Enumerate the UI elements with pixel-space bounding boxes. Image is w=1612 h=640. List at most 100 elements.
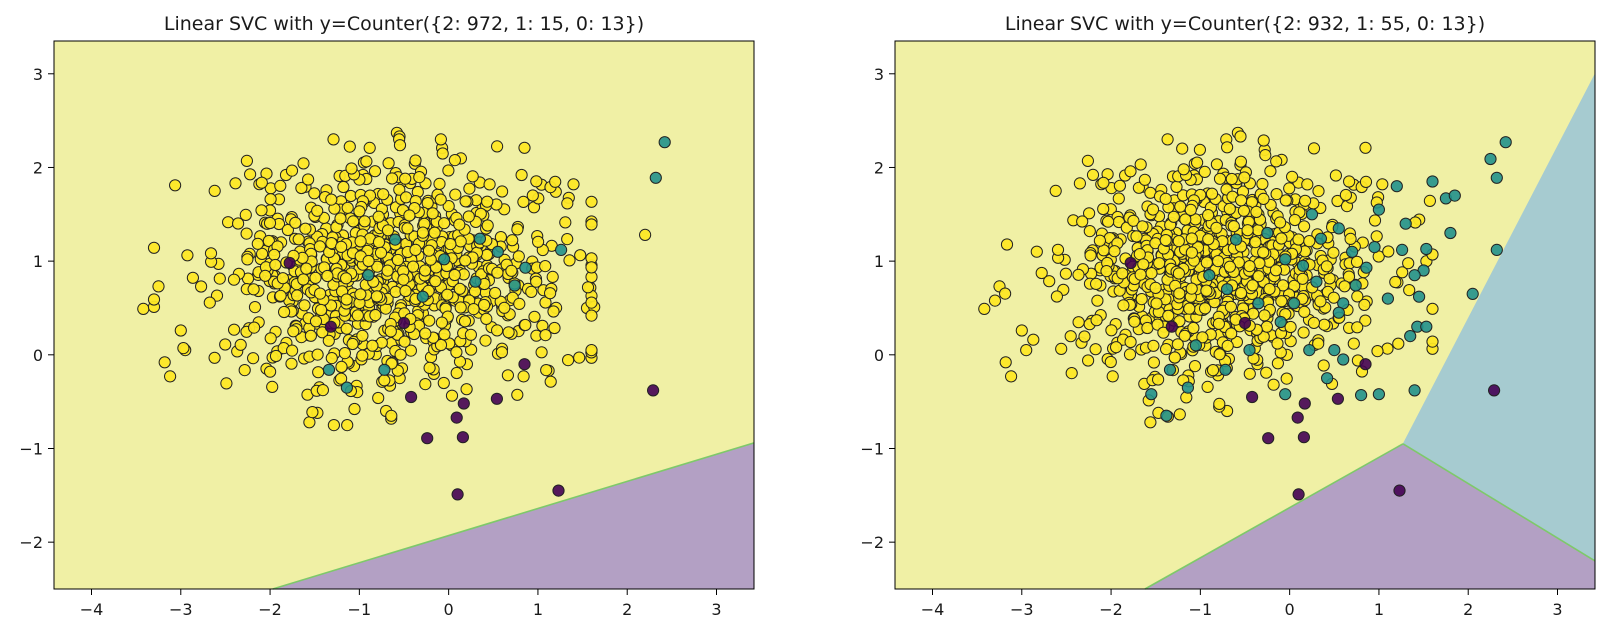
point-class-2 xyxy=(497,186,508,197)
point-class-2 xyxy=(1236,195,1247,206)
point-class-2 xyxy=(460,255,471,266)
point-class-2 xyxy=(256,205,267,216)
point-class-2 xyxy=(275,180,286,191)
point-class-2 xyxy=(1163,310,1174,321)
point-class-2 xyxy=(1244,368,1255,379)
point-class-2 xyxy=(1091,315,1102,326)
point-class-2 xyxy=(248,353,259,364)
point-class-2 xyxy=(1308,317,1319,328)
point-class-2 xyxy=(1186,283,1197,294)
x-tick-label: −3 xyxy=(1010,600,1034,619)
y-tick-label: 1 xyxy=(874,252,884,271)
point-class-1 xyxy=(556,244,567,255)
point-class-2 xyxy=(1271,156,1282,167)
point-class-2 xyxy=(286,358,297,369)
point-class-1 xyxy=(1244,345,1255,356)
point-class-2 xyxy=(370,310,381,321)
point-class-2 xyxy=(1185,204,1196,215)
point-class-2 xyxy=(568,179,579,190)
point-class-2 xyxy=(1052,244,1063,255)
point-class-2 xyxy=(1242,225,1253,236)
point-class-2 xyxy=(1224,203,1235,214)
point-class-2 xyxy=(359,216,370,227)
point-class-2 xyxy=(1138,259,1149,270)
x-tick-label: 3 xyxy=(1552,600,1562,619)
point-class-2 xyxy=(430,276,441,287)
point-class-2 xyxy=(1339,281,1350,292)
point-class-2 xyxy=(1377,179,1388,190)
point-class-2 xyxy=(424,362,435,373)
point-class-1 xyxy=(1311,276,1322,287)
point-class-2 xyxy=(449,269,460,280)
point-class-2 xyxy=(1137,221,1148,232)
point-class-2 xyxy=(586,219,597,230)
point-class-2 xyxy=(1258,135,1269,146)
point-class-2 xyxy=(586,196,597,207)
point-class-2 xyxy=(467,171,478,182)
x-tick-label: 2 xyxy=(622,600,632,619)
point-class-2 xyxy=(382,265,393,276)
point-class-2 xyxy=(328,420,339,431)
point-class-2 xyxy=(148,242,159,253)
point-class-2 xyxy=(270,350,281,361)
point-class-2 xyxy=(1265,166,1276,177)
point-class-2 xyxy=(1404,285,1415,296)
point-class-2 xyxy=(375,247,386,258)
point-class-2 xyxy=(373,211,384,222)
point-class-2 xyxy=(170,180,181,191)
point-class-1 xyxy=(1361,262,1372,273)
point-class-2 xyxy=(316,304,327,315)
point-class-2 xyxy=(438,377,449,388)
point-class-2 xyxy=(460,196,471,207)
point-class-2 xyxy=(187,272,198,283)
point-class-2 xyxy=(420,265,431,276)
point-class-2 xyxy=(979,303,990,314)
y-tick-label: 0 xyxy=(874,346,884,365)
x-tick-label: 0 xyxy=(1285,600,1295,619)
y-tick-label: 1 xyxy=(33,252,43,271)
point-class-2 xyxy=(492,325,503,336)
point-class-2 xyxy=(1199,166,1210,177)
point-class-1 xyxy=(1491,172,1502,183)
point-class-2 xyxy=(348,216,359,227)
x-tick-label: 0 xyxy=(444,600,454,619)
point-class-1 xyxy=(1146,389,1157,400)
point-class-2 xyxy=(540,261,551,272)
point-class-2 xyxy=(378,189,389,200)
point-class-2 xyxy=(1225,301,1236,312)
point-class-1 xyxy=(1491,244,1502,255)
point-class-2 xyxy=(267,381,278,392)
point-class-2 xyxy=(326,194,337,205)
point-class-2 xyxy=(417,227,428,238)
point-class-2 xyxy=(586,345,597,356)
point-class-2 xyxy=(298,158,309,169)
point-class-2 xyxy=(499,302,510,313)
point-class-1 xyxy=(1280,389,1291,400)
point-class-2 xyxy=(241,155,252,166)
x-tick-label: −4 xyxy=(921,600,945,619)
point-class-2 xyxy=(1065,331,1076,342)
point-class-2 xyxy=(465,329,476,340)
point-class-2 xyxy=(1094,235,1105,246)
point-class-2 xyxy=(496,347,507,358)
point-class-2 xyxy=(336,241,347,252)
point-class-2 xyxy=(1235,156,1246,167)
point-class-1 xyxy=(1449,190,1460,201)
point-class-2 xyxy=(1261,321,1272,332)
point-class-2 xyxy=(1202,381,1213,392)
point-class-2 xyxy=(514,298,525,309)
point-class-2 xyxy=(404,210,415,221)
point-class-2 xyxy=(436,317,447,328)
point-class-2 xyxy=(322,270,333,281)
point-class-1 xyxy=(1421,321,1432,332)
point-class-1 xyxy=(1280,254,1291,265)
point-class-1 xyxy=(1427,176,1438,187)
point-class-2 xyxy=(437,148,448,159)
point-class-0 xyxy=(1166,321,1177,332)
point-class-2 xyxy=(548,306,559,317)
x-axis-ticks: −4 −3 −2 −1 0 1 2 3 xyxy=(921,589,1563,619)
point-class-2 xyxy=(1125,336,1136,347)
point-class-1 xyxy=(379,364,390,375)
point-class-2 xyxy=(420,379,431,390)
point-class-2 xyxy=(586,310,597,321)
